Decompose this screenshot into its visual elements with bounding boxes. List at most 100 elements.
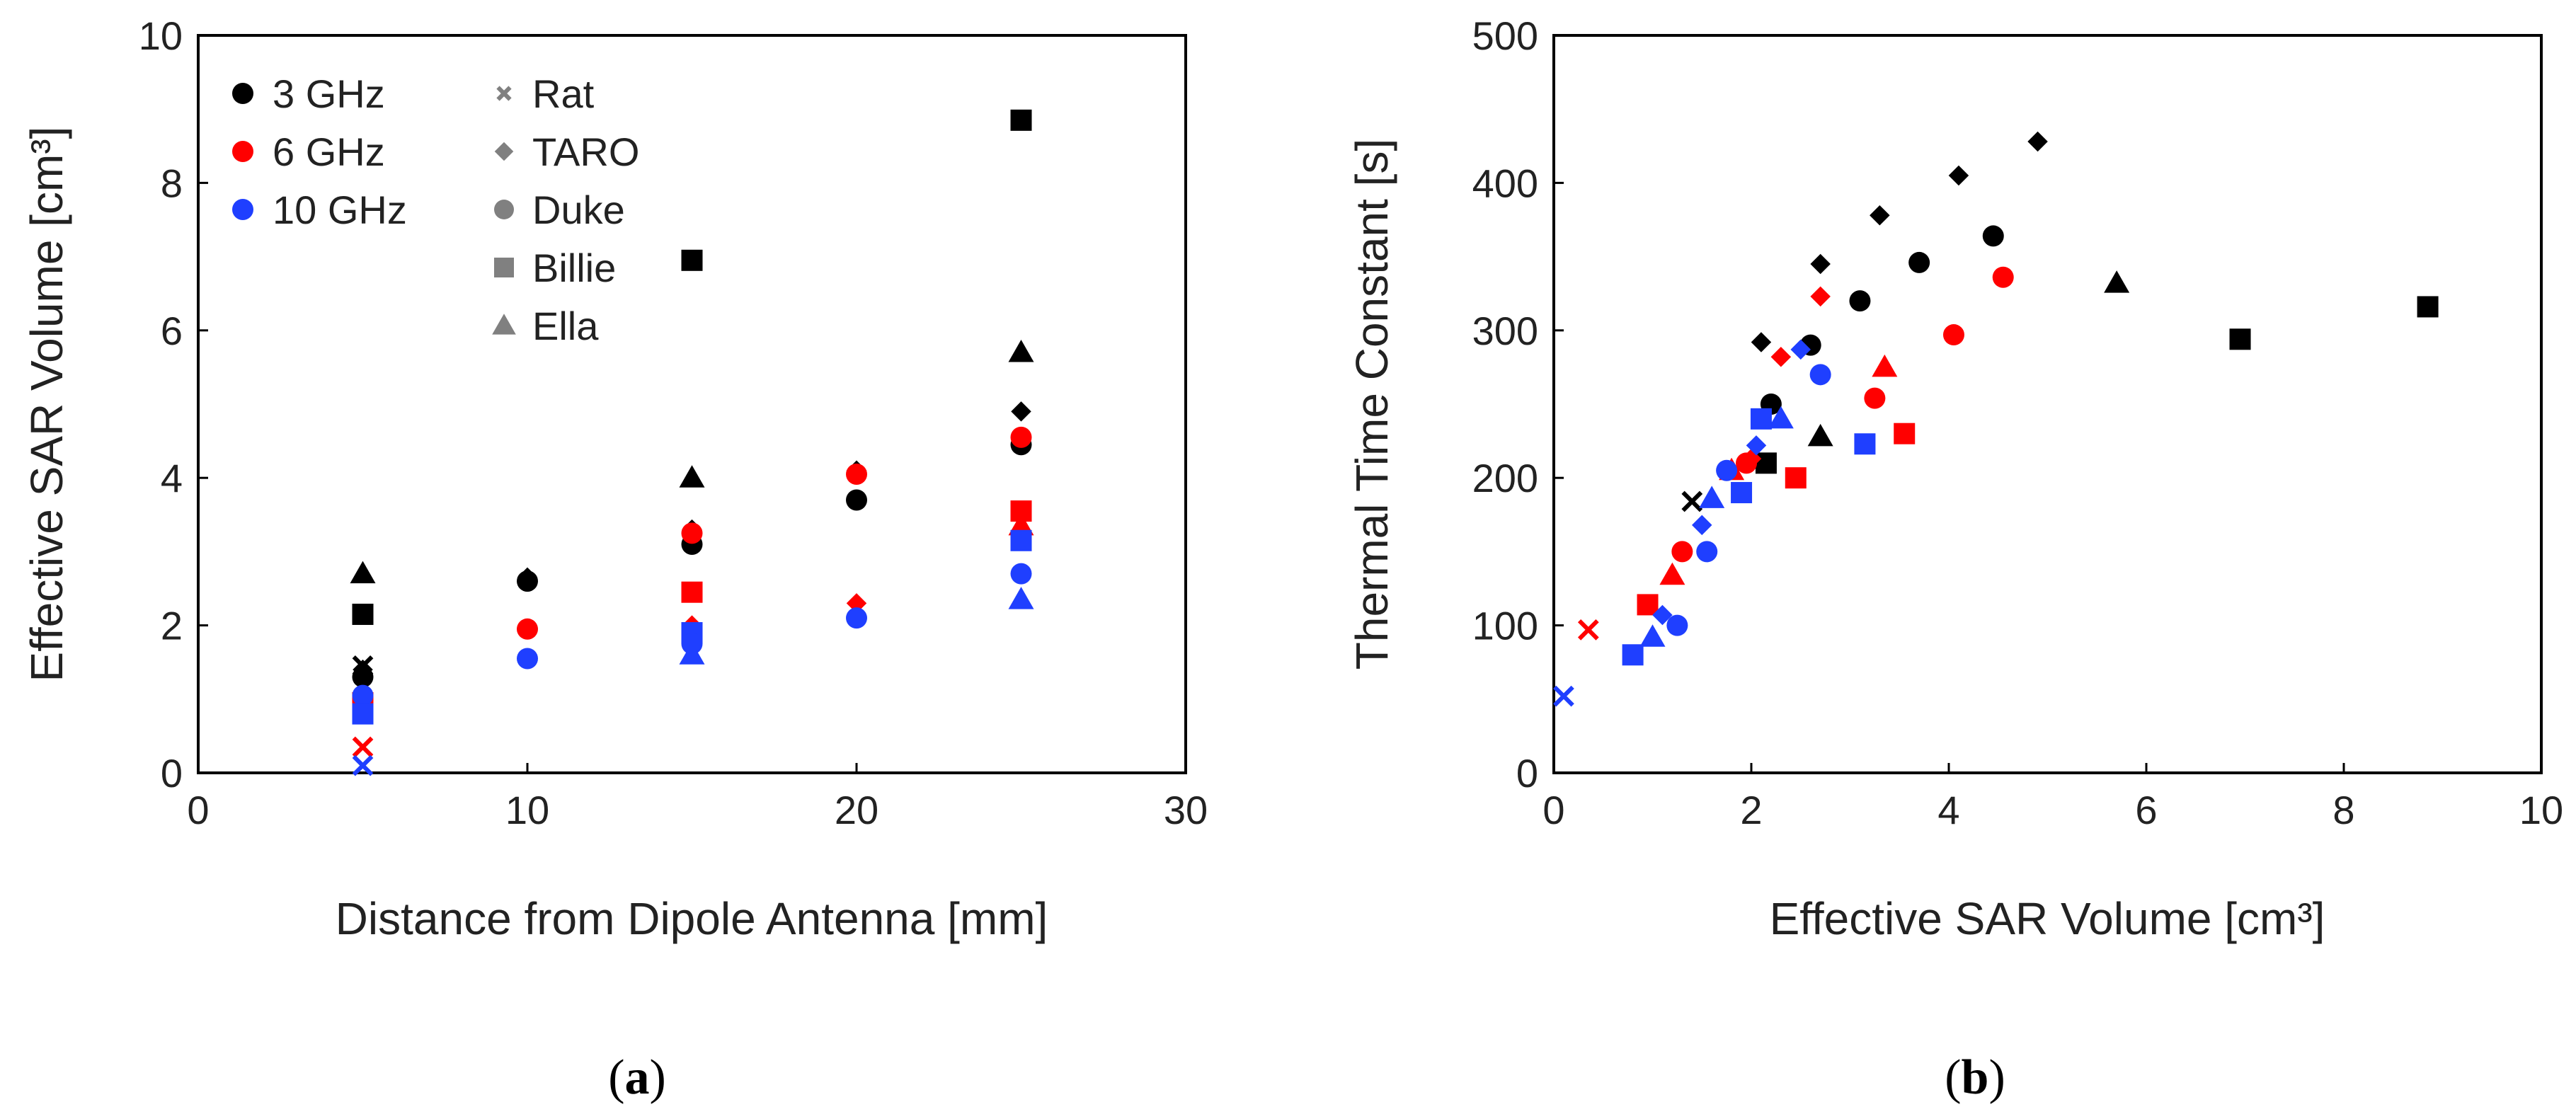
legend-label-taro: TARO xyxy=(532,130,639,174)
panel-b-ylabel: Thermal Time Constant [s] xyxy=(1346,139,1397,670)
panel-a-point-duke-10ghz xyxy=(1010,563,1032,585)
panel-a-point-billie-6ghz xyxy=(681,581,703,603)
panel-b-xlabel: Effective SAR Volume [cm³] xyxy=(1770,893,2325,944)
panel-b-point-billie-10ghz xyxy=(1622,644,1644,666)
panel-a-point-ella-3ghz xyxy=(350,561,376,584)
panel-b-ytick-label: 400 xyxy=(1472,161,1538,205)
panel-b-ytick-label: 500 xyxy=(1472,13,1538,58)
panel-b-point-ella-3ghz xyxy=(1807,423,1833,447)
panel-b-xtick-label: 2 xyxy=(1740,788,1762,832)
panel-a-point-ella-3ghz xyxy=(679,465,705,488)
panel-b-ytick-label: 100 xyxy=(1472,604,1538,648)
panel-a-point-taro-6ghz xyxy=(846,593,867,614)
panel-a-xtick-label: 20 xyxy=(835,788,878,832)
panel-a-point-rat-6ghz xyxy=(352,736,374,758)
legend-marker-ella xyxy=(492,314,516,335)
panel-b-point-rat-3ghz xyxy=(1681,490,1703,512)
panel-a-point-duke-6ghz xyxy=(681,522,703,544)
panel-b-point-rat-6ghz xyxy=(1577,619,1599,641)
panel-b-xtick-label: 6 xyxy=(2135,788,2157,832)
panel-a-point-ella-6ghz xyxy=(1008,512,1034,536)
panel-a-point-duke-10ghz xyxy=(846,607,867,629)
panel-a-point-billie-10ghz xyxy=(1010,529,1032,551)
legend-label-duke: Duke xyxy=(532,188,625,232)
panel-b-points xyxy=(1553,131,2439,707)
panel-b-caption: (b) xyxy=(1945,1050,2005,1105)
panel-b-point-billie-10ghz xyxy=(1854,433,1876,455)
panel-a-point-duke-10ghz xyxy=(517,648,538,670)
panel-b-point-billie-6ghz xyxy=(1637,594,1659,616)
panel-a-point-taro-3ghz xyxy=(353,659,373,680)
legend-label-10ghz: 10 GHz xyxy=(273,188,407,232)
legend-label-billie: Billie xyxy=(532,246,616,290)
panel-a-xtick-label: 30 xyxy=(1164,788,1208,832)
legend-marker-billie xyxy=(494,258,514,277)
legend-label-rat: Rat xyxy=(532,71,595,116)
panel-b-xtick-label: 8 xyxy=(2332,788,2354,832)
panel-a-xtick-label: 0 xyxy=(187,788,209,832)
panel-b-point-taro-10ghz xyxy=(1692,515,1712,536)
panel-b-point-taro-3ghz xyxy=(1810,253,1831,275)
panel-b-point-billie-10ghz xyxy=(1750,408,1772,430)
panel-b-point-duke-3ghz xyxy=(1982,225,2004,247)
legend-marker-3ghz xyxy=(232,83,253,104)
panel-b-point-ella-6ghz xyxy=(1872,354,1898,377)
panel-b-point-duke-6ghz xyxy=(1992,266,2014,288)
panel-a-ytick-label: 8 xyxy=(161,161,183,205)
panel-a-point-billie-3ghz xyxy=(352,603,374,625)
panel-a-point-duke-3ghz xyxy=(846,489,867,511)
panel-b-ytick-label: 200 xyxy=(1472,456,1538,500)
legend-frequencies: 3 GHz 6 GHz 10 GHz xyxy=(232,71,407,232)
panel-a-point-billie-3ghz xyxy=(1010,109,1032,131)
panel-a-points xyxy=(350,109,1034,776)
panel-a-xtick-label: 10 xyxy=(505,788,549,832)
panel-a-ticks: 0 10 20 30 0 2 4 6 8 10 xyxy=(139,13,1208,832)
panel-b-ytick-label: 300 xyxy=(1472,309,1538,353)
panel-b-point-taro-3ghz xyxy=(2027,131,2048,152)
legend-marker-duke xyxy=(494,200,514,219)
panel-b-point-taro-10ghz xyxy=(1790,339,1811,360)
panel-b-point-duke-6ghz xyxy=(1942,324,1964,346)
panel-a-ytick-label: 6 xyxy=(161,309,183,353)
panel-a-ytick-label: 10 xyxy=(139,13,183,58)
legend-label-6ghz: 6 GHz xyxy=(273,130,385,174)
panel-b-point-billie-10ghz xyxy=(1731,482,1753,504)
panel-b-plot-area xyxy=(1552,34,2543,774)
panel-a-point-ella-3ghz xyxy=(1008,340,1034,362)
panel-b-point-duke-10ghz xyxy=(1696,541,1718,563)
panel-a-ytick-label: 0 xyxy=(161,751,183,796)
panel-b-point-taro-3ghz xyxy=(1948,165,1969,186)
panel-b-point-taro-6ghz xyxy=(1810,286,1831,307)
panel-a-point-rat-10ghz xyxy=(352,754,374,776)
panel-b-point-duke-10ghz xyxy=(1809,364,1831,386)
panel-b-point-duke-3ghz xyxy=(1849,290,1871,312)
panel-a-point-ella-10ghz xyxy=(1008,587,1034,609)
panel-b-point-duke-6ghz xyxy=(1864,387,1886,409)
panel-b-point-duke-10ghz xyxy=(1666,614,1688,636)
legend-marker-10ghz xyxy=(232,199,253,220)
panel-b-xtick-label: 0 xyxy=(1542,788,1564,832)
panel-a-point-taro-3ghz xyxy=(1011,401,1031,422)
panel-a-xlabel: Distance from Dipole Antenna [mm] xyxy=(336,893,1048,944)
panel-a-caption-letter: a xyxy=(625,1050,650,1105)
panel-a-point-duke-10ghz xyxy=(352,684,374,706)
panel-b-point-rat-10ghz xyxy=(1553,685,1574,707)
panel-a-point-ella-10ghz xyxy=(679,642,705,665)
panel-a-point-rat-3ghz xyxy=(352,655,374,677)
panel-b-point-billie-6ghz xyxy=(1894,423,1916,444)
panel-b-point-billie-6ghz xyxy=(1785,467,1807,489)
legend-marker-taro xyxy=(494,142,514,161)
panel-b-point-taro-3ghz xyxy=(1870,205,1890,226)
panel-a-point-billie-3ghz xyxy=(681,249,703,271)
panel-b-point-billie-3ghz xyxy=(2229,328,2251,350)
panel-b-point-billie-3ghz xyxy=(1755,452,1777,474)
legend-marker-rat xyxy=(496,86,512,101)
panel-b-point-duke-3ghz xyxy=(1908,251,1930,273)
panel-a-ytick-label: 2 xyxy=(161,604,183,648)
panel-b-point-ella-6ghz xyxy=(1659,562,1685,585)
panel-a-point-duke-6ghz xyxy=(846,463,867,485)
panel-b-xtick-label: 10 xyxy=(2519,788,2563,832)
